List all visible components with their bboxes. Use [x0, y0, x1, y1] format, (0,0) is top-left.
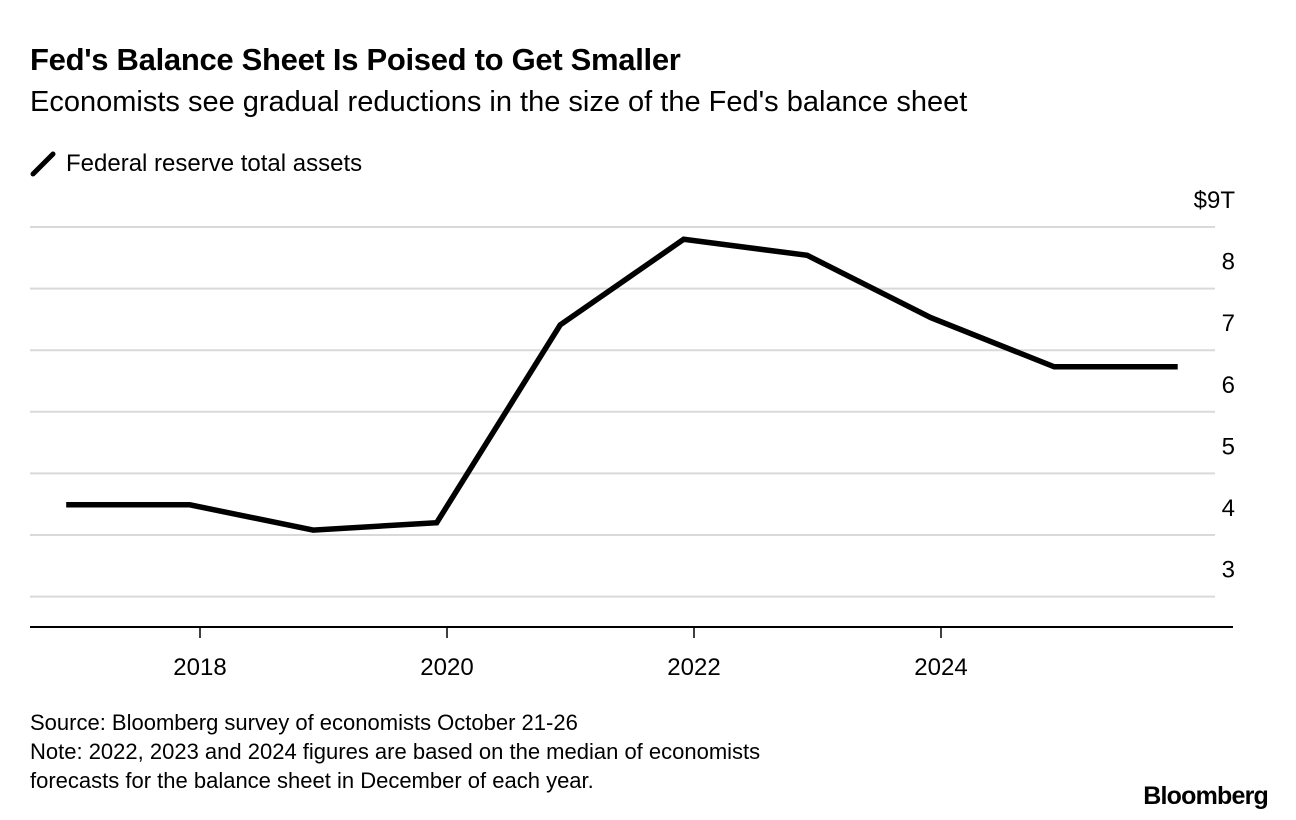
- legend-label: Federal reserve total assets: [66, 150, 363, 177]
- y-tick-label: 3: [1222, 557, 1235, 584]
- y-tick-label: 6: [1222, 372, 1235, 399]
- y-tick-label: 7: [1222, 310, 1235, 337]
- source-note: Source: Bloomberg survey of economists O…: [30, 710, 578, 735]
- chart-title: Fed's Balance Sheet Is Poised to Get Sma…: [30, 42, 681, 77]
- y-tick-label: 4: [1222, 495, 1235, 522]
- legend: Federal reserve total assets: [30, 150, 362, 178]
- y-tick-label: $9T: [1194, 187, 1236, 214]
- legend-swatch-icon: [30, 151, 56, 177]
- x-tick-label: 2024: [914, 654, 967, 681]
- y-tick-label: 8: [1222, 249, 1235, 276]
- chart-subtitle: Economists see gradual reductions in the…: [30, 86, 968, 118]
- footnote-line-1: Note: 2022, 2023 and 2024 figures are ba…: [30, 739, 761, 764]
- x-tick-label: 2020: [420, 654, 473, 681]
- y-tick-label: 5: [1222, 433, 1235, 460]
- x-tick-label: 2018: [173, 654, 226, 681]
- footer: Source: Bloomberg survey of economists O…: [30, 708, 760, 795]
- series-line: [66, 236, 1178, 533]
- x-tick-label: 2022: [667, 654, 720, 681]
- footnote-line-2: forecasts for the balance sheet in Decem…: [30, 768, 594, 793]
- bloomberg-logo: Bloomberg: [1143, 782, 1269, 810]
